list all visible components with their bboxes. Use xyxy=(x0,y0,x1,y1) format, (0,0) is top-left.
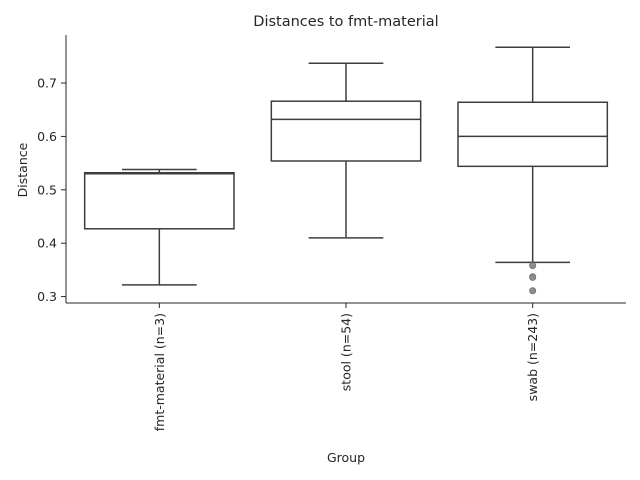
y-tick-label: 0.3 xyxy=(37,289,57,304)
x-ticks: fmt-material (n=3) stool (n=54) swab (n=24… xyxy=(152,303,540,431)
box-iqr xyxy=(457,101,609,168)
y-tick-label: 0.7 xyxy=(37,76,57,91)
y-tick-label: 0.4 xyxy=(37,236,57,251)
y-axis-label: Distance xyxy=(15,142,30,197)
box-group xyxy=(83,168,235,286)
box-group xyxy=(270,62,422,239)
y-ticks: 0.3 0.4 0.5 0.6 0.7 xyxy=(37,76,66,304)
outlier-point xyxy=(529,287,537,295)
x-axis-label: Group xyxy=(327,450,365,465)
x-tick-label: swab (n=243) xyxy=(525,313,540,401)
y-tick-label: 0.6 xyxy=(37,129,57,144)
x-tick-label: stool (n=54) xyxy=(339,313,354,391)
box-group xyxy=(457,46,609,295)
box-iqr xyxy=(270,100,422,162)
y-tick-label: 0.5 xyxy=(37,182,57,197)
box-iqr xyxy=(83,171,235,230)
outlier-point xyxy=(529,262,537,270)
x-tick-label: fmt-material (n=3) xyxy=(152,313,167,431)
chart-title: Distances to fmt-material xyxy=(253,14,438,30)
outlier-point xyxy=(529,273,537,281)
boxes xyxy=(83,46,609,295)
